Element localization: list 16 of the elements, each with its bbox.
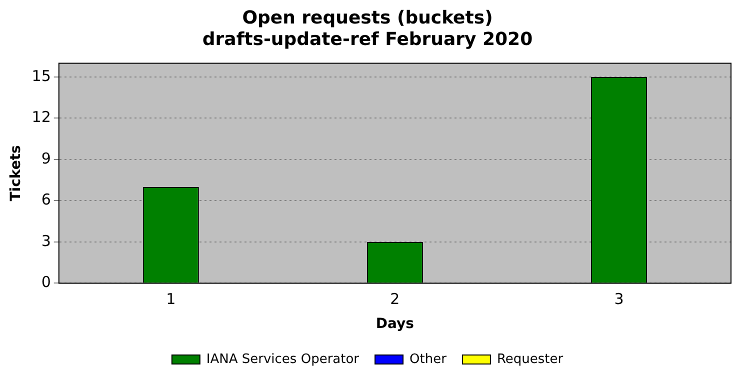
y-tick-label: 0 [41,273,51,292]
y-tick-label: 6 [41,190,51,209]
y-tick-label: 3 [41,232,51,250]
x-tick-label: 2 [390,290,400,308]
chart-title: Open requests (buckets) [242,7,493,28]
x-tick-label: 3 [614,290,624,308]
legend-label: Requester [496,352,564,367]
x-tick-label: 1 [166,290,176,308]
y-tick-label: 15 [32,66,51,85]
legend-label: Other [410,352,448,367]
legend-label: IANA Services Operator [206,352,360,367]
y-tick-label: 9 [41,149,51,168]
y-tick-label: 12 [32,108,51,126]
y-axis-title: Tickets [8,145,24,202]
chart-subtitle: drafts-update-ref February 2020 [202,29,533,50]
x-axis-title: Days [376,316,414,332]
